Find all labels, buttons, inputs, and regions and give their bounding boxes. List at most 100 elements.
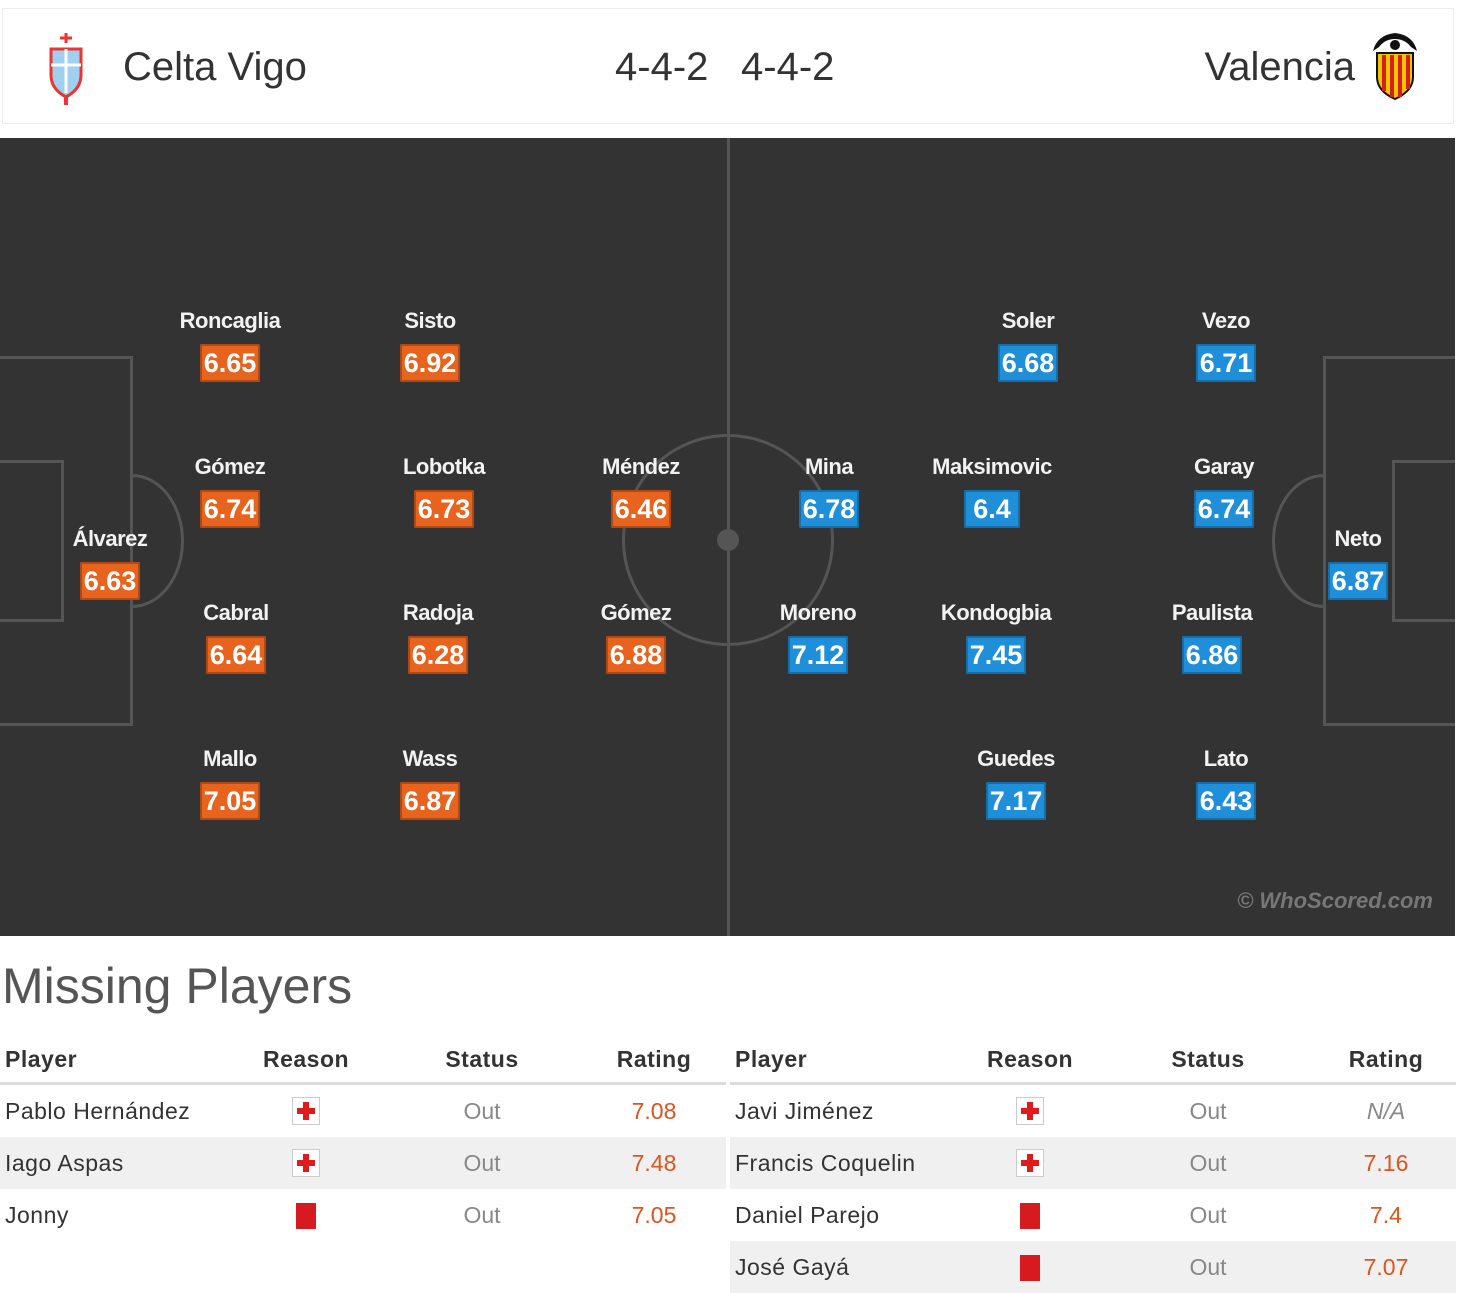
player-name: Mina: [804, 454, 854, 479]
home-player[interactable]: Mallo 7.05: [160, 746, 300, 820]
away-player[interactable]: Lato 6.43: [1156, 746, 1296, 820]
player-name: Roncaglia: [179, 308, 281, 333]
rating: 7.07: [1316, 1241, 1456, 1293]
player-name: Maksimovic: [932, 454, 1052, 479]
player-rating: 6.88: [605, 636, 667, 674]
injury-icon: [292, 1149, 320, 1178]
table-row: José Gayá Out 7.07: [730, 1241, 1456, 1293]
home-player[interactable]: Radoja 6.28: [368, 600, 508, 674]
match-header: Celta Vigo 4-4-2 4-4-2 Valencia: [2, 8, 1454, 124]
away-player[interactable]: Vezo 6.71: [1156, 308, 1296, 382]
player-rating: 6.28: [407, 636, 469, 674]
player-name: Gómez: [194, 454, 266, 479]
away-player[interactable]: Garay 6.74: [1154, 454, 1294, 528]
home-player[interactable]: Cabral 6.64: [166, 600, 306, 674]
away-player[interactable]: Paulista 6.86: [1142, 600, 1282, 674]
away-player[interactable]: Guedes 7.17: [946, 746, 1086, 820]
status: Out: [1189, 1097, 1227, 1124]
valencia-crest-icon: [1373, 33, 1417, 101]
player-rating: 6.73: [413, 490, 475, 528]
player-name: Gómez: [600, 600, 672, 625]
player-name[interactable]: Javi Jiménez: [735, 1097, 874, 1124]
home-player[interactable]: Wass 6.87: [360, 746, 500, 820]
player-name: Kondogbia: [940, 600, 1052, 625]
player-rating: 6.87: [399, 782, 461, 820]
table-row: Daniel Parejo Out 7.4: [730, 1189, 1456, 1241]
player-name: Guedes: [977, 746, 1055, 771]
home-player[interactable]: Gómez 6.88: [566, 600, 706, 674]
rating: 7.16: [1316, 1137, 1456, 1189]
player-rating: 6.46: [610, 490, 672, 528]
away-missing-table: Player Reason Status Rating Javi Jiménez…: [730, 1036, 1456, 1293]
player-rating: 7.17: [985, 782, 1047, 820]
away-player-goalkeeper[interactable]: Neto 6.87: [1288, 526, 1428, 600]
missing-players-title: Missing Players: [2, 958, 353, 1014]
column-header-reason: Reason: [230, 1036, 382, 1085]
player-name[interactable]: José Gayá: [730, 1241, 960, 1293]
player-name: Méndez: [602, 454, 680, 479]
player-name[interactable]: Jonny: [5, 1201, 69, 1228]
home-missing-table: Player Reason Status Rating Pablo Hernán…: [0, 1036, 726, 1241]
player-name: Soler: [1001, 308, 1055, 333]
status: Out: [1100, 1241, 1316, 1293]
center-circle: [622, 434, 834, 646]
player-name: Moreno: [779, 600, 857, 625]
player-rating: 6.74: [1193, 490, 1255, 528]
status: Out: [382, 1137, 582, 1189]
away-player[interactable]: Maksimovic 6.4: [922, 454, 1062, 528]
red-card-icon: [296, 1202, 316, 1229]
away-formation: 4-4-2: [741, 45, 835, 89]
player-name[interactable]: Pablo Hernández: [5, 1097, 191, 1124]
status: Out: [463, 1201, 501, 1228]
table-row: Jonny Out 7.05: [0, 1189, 726, 1241]
home-formation: 4-4-2: [615, 45, 709, 89]
home-player-goalkeeper[interactable]: Álvarez 6.63: [40, 526, 180, 600]
red-card-icon: [1020, 1202, 1040, 1229]
away-player[interactable]: Moreno 7.12: [748, 600, 888, 674]
red-card-icon: [1020, 1254, 1040, 1281]
column-header-reason: Reason: [960, 1036, 1100, 1085]
away-player[interactable]: Soler 6.68: [958, 308, 1098, 382]
column-header-rating: Rating: [1316, 1036, 1456, 1085]
away-player[interactable]: Mina 6.78: [759, 454, 899, 528]
home-goal-area: [0, 460, 64, 622]
column-header-player: Player: [0, 1036, 230, 1085]
rating: 7.05: [631, 1201, 677, 1228]
player-name: Lobotka: [402, 454, 486, 479]
home-player[interactable]: Sisto 6.92: [360, 308, 500, 382]
home-player[interactable]: Roncaglia 6.65: [160, 308, 300, 382]
home-player[interactable]: Gómez 6.74: [160, 454, 300, 528]
home-player[interactable]: Méndez 6.46: [571, 454, 711, 528]
away-team-name[interactable]: Valencia: [1204, 45, 1355, 89]
watermark: © WhoScored.com: [1237, 888, 1433, 913]
player-rating: 6.87: [1327, 562, 1389, 600]
player-name: Álvarez: [72, 526, 148, 551]
player-name: Garay: [1194, 454, 1254, 479]
player-name: Neto: [1334, 526, 1382, 551]
center-spot: [717, 529, 739, 551]
player-name[interactable]: Daniel Parejo: [735, 1201, 880, 1228]
player-name: Cabral: [203, 600, 269, 625]
column-header-player: Player: [730, 1036, 960, 1085]
home-player[interactable]: Lobotka 6.73: [374, 454, 514, 528]
player-rating: 6.74: [199, 490, 261, 528]
injury-icon: [292, 1097, 320, 1126]
player-rating: 6.71: [1195, 344, 1257, 382]
player-name: Sisto: [404, 308, 456, 333]
rating: 7.08: [631, 1097, 677, 1124]
column-header-rating: Rating: [582, 1036, 726, 1085]
away-player[interactable]: Kondogbia 7.45: [926, 600, 1066, 674]
column-header-status: Status: [1100, 1036, 1316, 1085]
away-goal-area: [1392, 460, 1455, 622]
player-name[interactable]: Francis Coquelin: [730, 1137, 960, 1189]
pitch: Roncaglia 6.65 Sisto 6.92 Gómez 6.74 Lobotk…: [0, 138, 1455, 936]
rating: 7.4: [1370, 1201, 1402, 1228]
rating: N/A: [1366, 1097, 1406, 1124]
player-name[interactable]: Iago Aspas: [0, 1137, 230, 1189]
table-row: Iago Aspas Out 7.48: [0, 1137, 726, 1189]
player-name: Radoja: [402, 600, 474, 625]
player-rating: 6.78: [798, 490, 860, 528]
home-team-name[interactable]: Celta Vigo: [123, 45, 307, 89]
player-name: Mallo: [203, 746, 257, 771]
table-row: Pablo Hernández Out 7.08: [0, 1084, 726, 1138]
